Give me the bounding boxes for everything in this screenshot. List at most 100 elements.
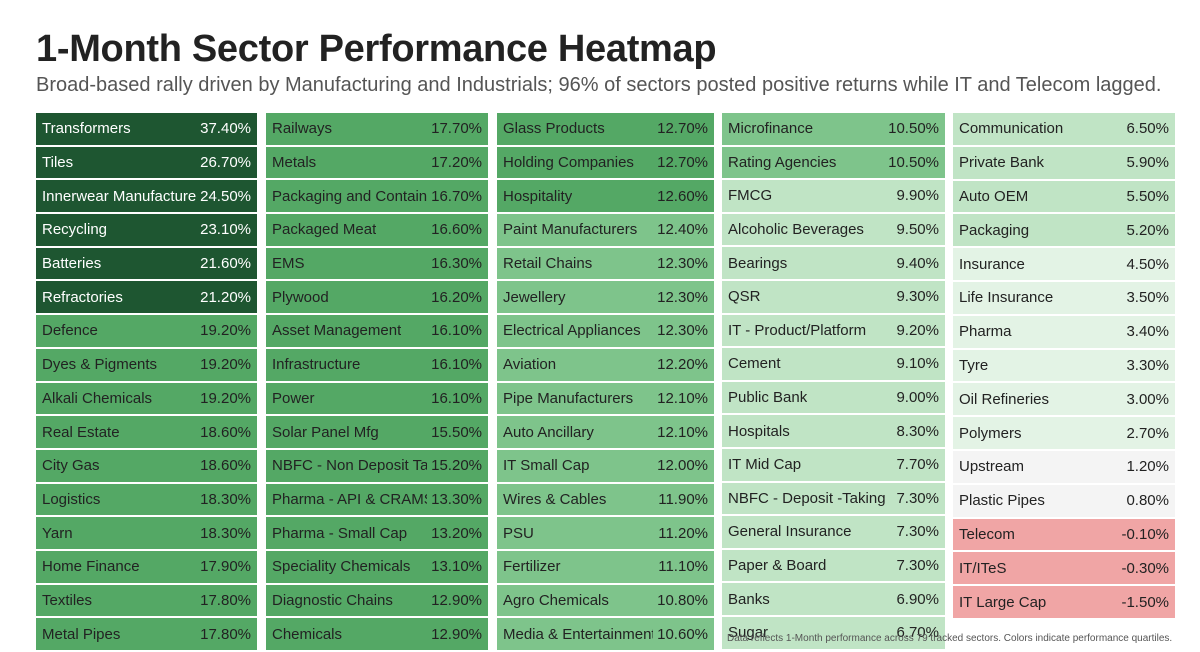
heatmap-cell: Hospitals 8.30% (722, 415, 945, 447)
sector-value: 13.20% (431, 524, 482, 542)
sector-value: 24.50% (200, 187, 251, 205)
sector-name: QSR (728, 288, 761, 306)
heatmap-cell: Fertilizer 11.10% (497, 550, 714, 583)
sector-name: Dyes & Pigments (42, 356, 158, 374)
heatmap-cell: Packaging and Containers16.70% (266, 180, 488, 213)
heatmap-cell: Oil Refineries 3.00% (953, 383, 1175, 416)
sector-name: Packaging and Containers (272, 187, 428, 205)
sector-value: 26.70% (200, 154, 251, 172)
sector-name: Pharma (959, 323, 1012, 341)
sector-value: 18.30% (200, 524, 251, 542)
heatmap-cell: Holding Companies 12.70% (497, 146, 714, 179)
sector-value: 15.50% (431, 423, 482, 441)
heatmap-cell: Auto OEM 5.50% (953, 180, 1175, 213)
heatmap-cell: IT/ITeS -0.30% (953, 552, 1175, 585)
sector-name: Packaged Meat (272, 221, 377, 239)
sector-value: 5.50% (1126, 187, 1169, 205)
sector-name: Upstream (959, 458, 1025, 476)
sector-name: General Insurance (728, 523, 852, 541)
sector-value: 12.90% (431, 591, 482, 609)
sector-name: Wires & Cables (503, 490, 607, 508)
sector-value: 21.20% (200, 288, 251, 306)
sector-name: Retail Chains (503, 255, 593, 273)
sector-name: Oil Refineries (959, 390, 1050, 408)
heatmap-cell: Rating Agencies 10.50% (722, 146, 945, 179)
heatmap-cell: Aviation 12.20% (497, 348, 714, 381)
sector-name: Glass Products (503, 120, 605, 138)
sector-value: 3.50% (1126, 289, 1169, 307)
sector-value: -0.10% (1121, 525, 1169, 543)
sector-name: Diagnostic Chains (272, 591, 393, 609)
sector-name: Home Finance (42, 558, 140, 576)
sector-name: Asset Management (272, 322, 402, 340)
heatmap-cell: Yarn 18.30% (36, 517, 257, 549)
sector-name: IT Mid Cap (728, 456, 802, 474)
heatmap-cell: Alkali Chemicals 19.20% (36, 382, 257, 415)
sector-name: NBFC - Deposit -Taking (728, 489, 886, 507)
heatmap-cell: EMS 16.30% (266, 247, 488, 280)
sector-name: Yarn (42, 524, 73, 542)
sector-name: Plywood (272, 288, 329, 306)
heatmap-cell: Railways 17.70% (266, 113, 488, 145)
sector-value: 12.70% (657, 154, 708, 172)
sector-name: Telecom (959, 525, 1015, 543)
heatmap-cell: Public Bank 9.00% (722, 381, 945, 414)
heatmap-cell: Banks 6.90% (722, 583, 945, 615)
heatmap-cell: NBFC - Deposit -Taking 7.30% (722, 482, 945, 515)
page-subtitle: Broad-based rally driven by Manufacturin… (36, 74, 1162, 96)
sector-name: Jewellery (503, 288, 566, 306)
heatmap-cell: Sugar 6.70% (722, 616, 945, 649)
sector-name: Transformers (42, 120, 131, 138)
sector-value: 0.80% (1126, 492, 1169, 510)
sector-name: Packaging (959, 221, 1030, 239)
sector-name: IT/ITeS (959, 559, 1007, 577)
sector-name: Textiles (42, 591, 93, 609)
sector-value: 8.30% (896, 422, 939, 440)
sector-name: PSU (503, 524, 534, 542)
heatmap-cell: NBFC - Non Deposit Taking15.20% (266, 449, 488, 482)
sector-value: -0.30% (1121, 559, 1169, 577)
sector-name: Polymers (959, 424, 1022, 442)
heatmap-cell: Speciality Chemicals 13.10% (266, 550, 488, 583)
sector-value: 23.10% (200, 221, 251, 239)
sector-value: 5.90% (1126, 154, 1169, 172)
sector-value: 17.70% (431, 120, 482, 138)
sector-name: Private Bank (959, 154, 1045, 172)
sector-value: 2.70% (1126, 424, 1169, 442)
sector-value: 18.30% (200, 490, 251, 508)
heatmap-cell: Power 16.10% (266, 382, 488, 415)
heatmap-cell: Diagnostic Chains 12.90% (266, 584, 488, 617)
sector-value: 11.90% (658, 490, 708, 508)
sector-name: Metal Pipes (42, 625, 121, 643)
sector-value: 10.80% (657, 591, 708, 609)
sector-value: 12.20% (657, 356, 708, 374)
page-title: 1-Month Sector Performance Heatmap (36, 28, 717, 70)
sector-value: 12.30% (657, 255, 708, 273)
footnote: Data reflects 1-Month performance across… (727, 633, 1173, 644)
sector-value: 5.20% (1126, 221, 1169, 239)
sector-name: Refractories (42, 288, 123, 306)
heatmap-cell: PSU 11.20% (497, 517, 714, 549)
sector-value: 7.30% (896, 523, 939, 541)
sector-value: 17.90% (200, 558, 251, 576)
heatmap-cell: Auto Ancillary 12.10% (497, 416, 714, 448)
sector-value: 6.50% (1126, 120, 1169, 138)
sector-value: 16.10% (431, 356, 482, 374)
sector-name: Pharma - API & CRAMS (272, 490, 428, 508)
sector-value: 9.90% (896, 187, 939, 205)
sector-value: 19.20% (200, 356, 251, 374)
sector-value: 13.30% (431, 490, 482, 508)
sector-value: 10.50% (888, 120, 939, 138)
sector-value: 12.30% (657, 322, 708, 340)
sector-name: Logistics (42, 490, 101, 508)
heatmap-cell: Infrastructure 16.10% (266, 348, 488, 381)
sector-name: Railways (272, 120, 333, 138)
heatmap-cell: City Gas 18.60% (36, 449, 257, 482)
heatmap-cell: Wires & Cables 11.90% (497, 483, 714, 516)
sector-value: 16.60% (431, 221, 482, 239)
sector-name: Batteries (42, 255, 102, 273)
sector-value: 19.20% (200, 322, 251, 340)
heatmap-cell: QSR 9.30% (722, 280, 945, 313)
sector-name: Recycling (42, 221, 108, 239)
sector-name: Plastic Pipes (959, 492, 1045, 510)
